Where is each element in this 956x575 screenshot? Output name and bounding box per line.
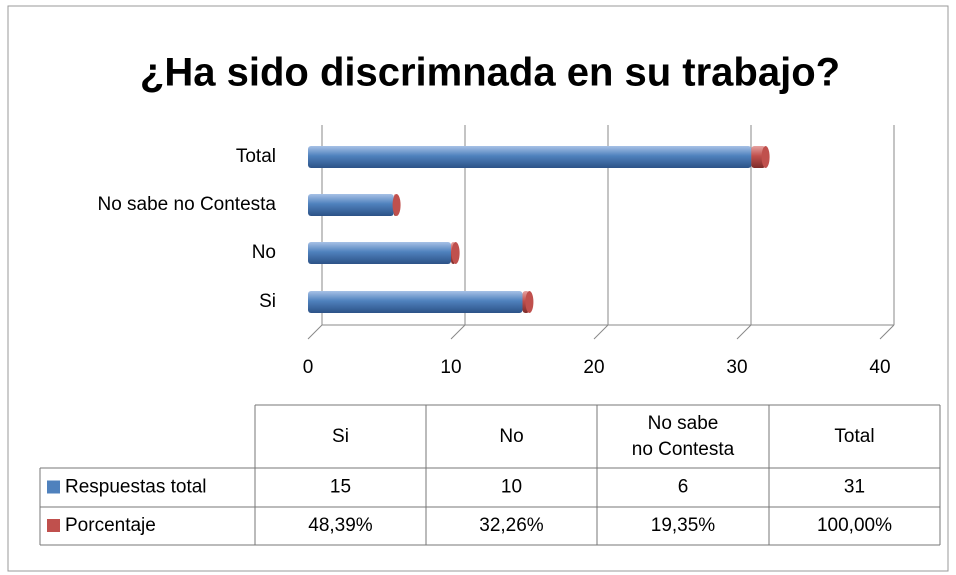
table-cell: 19,35% [651,515,716,536]
table-cell: 48,39% [308,515,373,536]
x-tick-label: 10 [440,357,461,378]
table-cell: 15 [330,477,351,498]
grid-line [593,324,609,340]
table-cell: 6 [678,477,689,498]
table-header: No sabe no Contesta [632,413,735,460]
grid-line [307,324,323,340]
table-cell: 31 [844,477,865,498]
table-header: No [499,426,523,447]
chart-title: ¿Ha sido discrimnada en su trabajo? [140,51,840,95]
y-tick-label: No [252,242,276,263]
grid-line [736,324,752,340]
y-tick-label: No sabe no Contesta [97,194,276,215]
grid-line [450,324,466,340]
bar-cap [451,242,460,264]
chart-border [7,5,949,572]
x-tick-label: 20 [583,357,604,378]
x-tick-label: 40 [869,357,890,378]
legend-swatch [47,480,60,494]
legend-label: Respuestas total [65,477,207,498]
y-tick-label: Si [259,291,276,312]
legend-label: Porcentaje [65,515,156,536]
table-cell: 100,00% [817,515,892,536]
bar-segment [751,146,766,168]
bar-cap [761,146,770,168]
y-tick-label: Total [236,146,276,167]
bar-cap [392,194,401,216]
bar-segment [308,146,752,168]
bar-segment [308,291,523,313]
table-cell: 32,26% [479,515,544,536]
bar-segment [308,242,451,264]
table-header: Total [834,426,874,447]
bar-segment [308,194,394,216]
legend-swatch [47,519,60,532]
bar-cap [525,291,534,313]
grid-line [879,324,895,340]
x-tick-label: 0 [303,357,314,378]
table-header: Si [332,426,349,447]
table-cell: 10 [501,477,522,498]
x-tick-label: 30 [726,357,747,378]
